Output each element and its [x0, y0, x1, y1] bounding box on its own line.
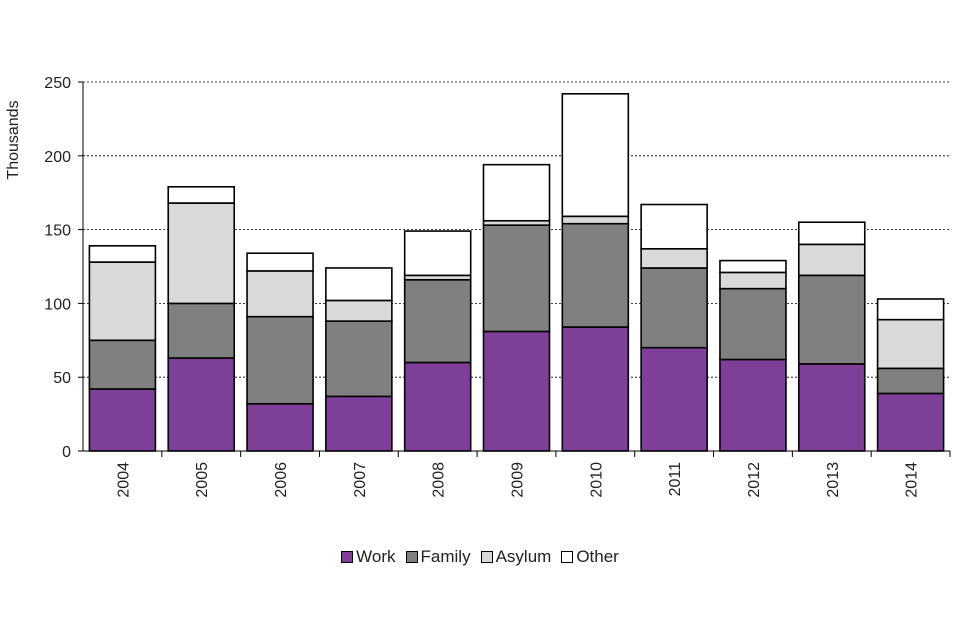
x-tick-label: 2008 [431, 462, 448, 498]
legend-label: Family [420, 547, 471, 566]
x-tick-label: 2006 [273, 462, 290, 498]
x-tick-label: 2007 [352, 462, 369, 498]
bar-other-2007 [325, 267, 393, 302]
bar-family-2014 [876, 367, 945, 395]
legend-label: Work [356, 547, 396, 566]
bar-work-2011 [640, 346, 708, 452]
bar-family-2007 [325, 320, 393, 398]
x-tick-label: 2005 [194, 462, 211, 498]
bar-family-2010 [561, 222, 630, 328]
bar-other-2009 [482, 163, 551, 222]
x-tick-label: 2012 [746, 462, 763, 498]
bar-family-2008 [403, 278, 472, 364]
bar-family-2009 [482, 224, 551, 333]
x-tick-label: 2014 [904, 462, 921, 498]
bar-asylum-2013 [797, 243, 866, 277]
bar-work-2009 [482, 330, 551, 452]
bar-other-2006 [246, 252, 314, 272]
y-tick-label: 200 [44, 149, 71, 166]
bar-family-2004 [88, 339, 157, 390]
legend-swatch [480, 551, 493, 563]
legend-swatch [405, 551, 418, 563]
legend-item-work: Work [341, 547, 396, 567]
bar-work-2008 [403, 361, 472, 452]
bar-asylum-2010 [561, 215, 630, 225]
bar-other-2005 [167, 185, 236, 204]
legend-item-asylum: Asylum [480, 547, 552, 567]
bar-asylum-2006 [246, 270, 314, 318]
y-tick-label: 150 [44, 223, 71, 240]
bar-family-2011 [640, 267, 708, 349]
bar-asylum-2011 [640, 247, 708, 269]
legend-label: Asylum [495, 547, 552, 566]
x-tick-label: 2004 [115, 462, 132, 498]
bar-other-2014 [876, 298, 945, 321]
bar-work-2012 [719, 358, 787, 452]
bar-work-2005 [167, 357, 236, 452]
legend-item-family: Family [405, 547, 471, 567]
bar-other-2011 [640, 203, 708, 250]
chart-legend: Work Family Asylum Other [0, 547, 960, 567]
legend-swatch [341, 551, 354, 563]
bar-work-2006 [246, 402, 314, 452]
bar-work-2004 [88, 388, 157, 452]
bar-work-2010 [561, 326, 630, 452]
y-tick-label: 0 [62, 444, 71, 461]
x-tick-label: 2009 [510, 462, 527, 498]
legend-label: Other [576, 547, 619, 566]
legend-swatch [561, 551, 574, 563]
bar-asylum-2014 [876, 318, 945, 370]
bar-family-2006 [246, 315, 314, 405]
x-tick-label: 2011 [667, 462, 684, 497]
y-tick-label: 100 [44, 296, 71, 313]
bar-other-2010 [561, 93, 630, 218]
bar-family-2013 [797, 274, 866, 365]
bar-family-2005 [167, 302, 236, 359]
bar-other-2013 [797, 221, 866, 246]
y-tick-label: 250 [44, 75, 71, 92]
x-tick-label: 2013 [825, 462, 842, 498]
legend-item-other: Other [561, 547, 619, 567]
y-tick-label: 50 [53, 370, 71, 387]
bar-other-2012 [719, 259, 787, 274]
y-axis-label: Thousands [5, 100, 22, 179]
bar-asylum-2005 [167, 202, 236, 305]
bar-asylum-2004 [88, 261, 157, 342]
bar-work-2007 [325, 395, 393, 452]
bar-asylum-2012 [719, 271, 787, 290]
bar-family-2012 [719, 287, 787, 361]
bar-other-2004 [88, 245, 157, 263]
x-tick-label: 2010 [588, 462, 605, 498]
bar-asylum-2007 [325, 299, 393, 322]
bar-other-2008 [403, 230, 472, 277]
bar-work-2013 [797, 363, 866, 452]
bar-work-2014 [876, 392, 945, 452]
